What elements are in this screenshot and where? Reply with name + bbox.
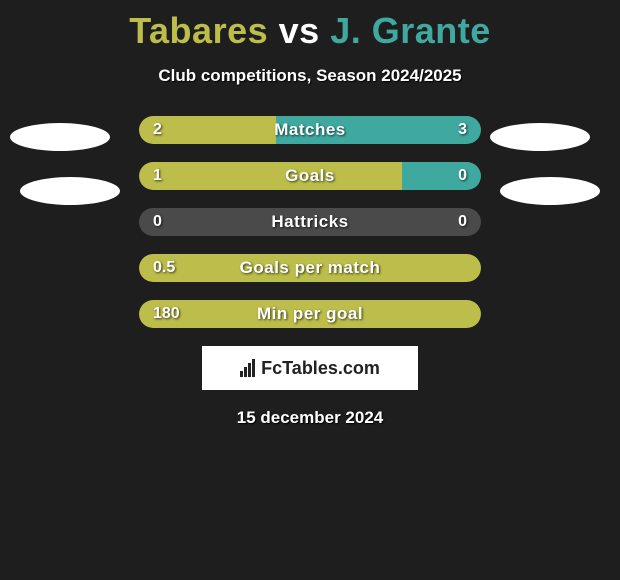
bar-track: Goals per match 0.5 — [139, 254, 481, 282]
subtitle: Club competitions, Season 2024/2025 — [0, 66, 620, 86]
team-badge — [10, 123, 110, 151]
bar-right-value: 0 — [458, 213, 467, 231]
bar-label: Goals — [285, 166, 335, 186]
bar-left-value: 2 — [153, 121, 162, 139]
bar-left-value: 180 — [153, 305, 180, 323]
bar-track: Min per goal 180 — [139, 300, 481, 328]
team-badge — [20, 177, 120, 205]
stat-row: Min per goal 180 — [0, 300, 620, 328]
bar-left-value: 0 — [153, 213, 162, 231]
page-title: Tabares vs J. Grante — [0, 0, 620, 52]
bars-icon — [240, 359, 255, 377]
bar-track: Goals 1 0 — [139, 162, 481, 190]
brand-box: FcTables.com — [202, 346, 418, 390]
bar-label: Min per goal — [257, 304, 363, 324]
brand-label: FcTables.com — [261, 358, 380, 379]
stat-row: Goals per match 0.5 — [0, 254, 620, 282]
bar-track: Matches 2 3 — [139, 116, 481, 144]
team-badge — [490, 123, 590, 151]
bar-left-value: 1 — [153, 167, 162, 185]
bar-track: Hattricks 0 0 — [139, 208, 481, 236]
bar-right-value: 0 — [458, 167, 467, 185]
bar-right-fill — [402, 162, 481, 190]
player1-name: Tabares — [129, 10, 268, 51]
bar-label: Hattricks — [271, 212, 348, 232]
date-label: 15 december 2024 — [0, 408, 620, 428]
bar-label: Matches — [274, 120, 346, 140]
team-badge — [500, 177, 600, 205]
bar-left-value: 0.5 — [153, 259, 175, 277]
brand: FcTables.com — [240, 358, 380, 379]
bar-right-value: 3 — [458, 121, 467, 139]
player2-name: J. Grante — [330, 10, 491, 51]
bar-left-fill — [139, 162, 402, 190]
stat-row: Hattricks 0 0 — [0, 208, 620, 236]
bar-label: Goals per match — [240, 258, 381, 278]
vs-word: vs — [279, 10, 320, 51]
